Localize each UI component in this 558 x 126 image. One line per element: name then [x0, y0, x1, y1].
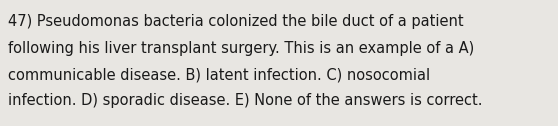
- Text: 47) Pseudomonas bacteria colonized the bile duct of a patient: 47) Pseudomonas bacteria colonized the b…: [8, 14, 464, 29]
- Text: infection. D) sporadic disease. E) None of the answers is correct.: infection. D) sporadic disease. E) None …: [8, 93, 483, 108]
- Text: communicable disease. B) latent infection. C) nosocomial: communicable disease. B) latent infectio…: [8, 67, 430, 82]
- Text: following his liver transplant surgery. This is an example of a A): following his liver transplant surgery. …: [8, 40, 474, 55]
